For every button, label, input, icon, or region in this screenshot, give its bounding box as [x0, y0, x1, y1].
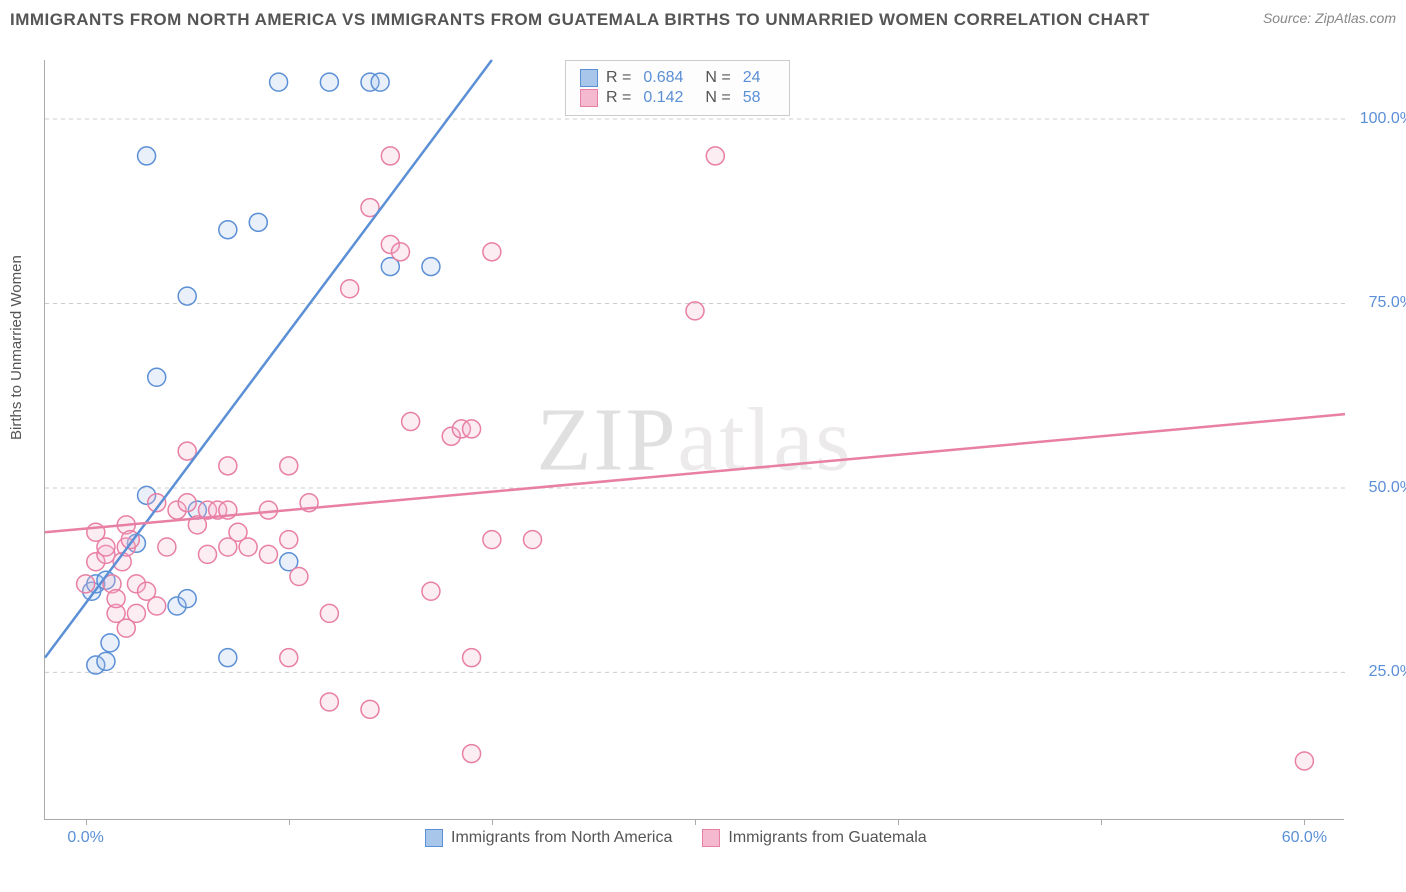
- y-tick-label: 75.0%: [1354, 294, 1406, 312]
- y-tick-label: 25.0%: [1354, 663, 1406, 681]
- legend-r-label: R =: [606, 69, 631, 87]
- legend-n-value: 58: [743, 89, 761, 107]
- x-tick-label: 60.0%: [1282, 829, 1327, 847]
- legend-n-value: 24: [743, 69, 761, 87]
- correlation-legend: R = 0.684 N = 24 R = 0.142 N = 58: [565, 60, 790, 116]
- y-tick-label: 50.0%: [1354, 479, 1406, 497]
- legend-swatch: [425, 829, 443, 847]
- series-legend-label: Immigrants from North America: [451, 829, 672, 847]
- y-tick-label: 100.0%: [1354, 110, 1406, 128]
- series-legend-item: Immigrants from North America: [425, 829, 672, 847]
- legend-row: R = 0.684 N = 24: [580, 69, 775, 87]
- legend-swatch: [580, 89, 598, 107]
- legend-r-value: 0.142: [643, 89, 683, 107]
- source-label: Source: ZipAtlas.com: [1263, 10, 1396, 26]
- series-legend: Immigrants from North America Immigrants …: [425, 829, 927, 847]
- legend-row: R = 0.142 N = 58: [580, 89, 775, 107]
- legend-swatch: [702, 829, 720, 847]
- y-axis-label: Births to Unmarried Women: [8, 255, 25, 440]
- legend-n-label: N =: [705, 69, 730, 87]
- legend-swatch: [580, 69, 598, 87]
- chart-title: IMMIGRANTS FROM NORTH AMERICA VS IMMIGRA…: [10, 10, 1150, 30]
- series-legend-label: Immigrants from Guatemala: [728, 829, 926, 847]
- plot-area: ZIPatlas R = 0.684 N = 24 R = 0.142 N = …: [44, 60, 1344, 820]
- legend-n-label: N =: [705, 89, 730, 107]
- chart-svg: [45, 60, 1344, 819]
- legend-r-label: R =: [606, 89, 631, 107]
- header: IMMIGRANTS FROM NORTH AMERICA VS IMMIGRA…: [10, 10, 1396, 30]
- legend-r-value: 0.684: [643, 69, 683, 87]
- series-legend-item: Immigrants from Guatemala: [702, 829, 926, 847]
- x-tick-label: 0.0%: [67, 829, 103, 847]
